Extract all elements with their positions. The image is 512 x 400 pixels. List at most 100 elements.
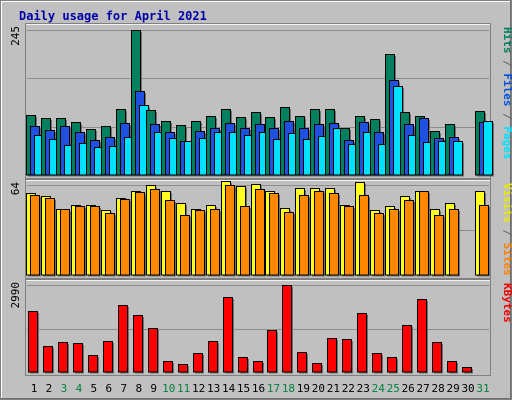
x-tick-label-8: 8 xyxy=(135,382,142,395)
panel-kbytes: 2990 KBytes xyxy=(9,279,512,376)
bar-sites-day-4 xyxy=(75,206,85,276)
bar-sites-day-16 xyxy=(255,189,265,276)
bar-kbytes-day-20 xyxy=(312,363,322,373)
panel-hits-max-label: 245 xyxy=(9,26,22,46)
x-tick-label-26: 26 xyxy=(402,382,415,395)
panel-border xyxy=(25,179,491,279)
x-tick-label-20: 20 xyxy=(312,382,325,395)
x-tick-label-16: 16 xyxy=(252,382,265,395)
panel-border xyxy=(25,23,491,179)
x-tick-label-5: 5 xyxy=(91,382,98,395)
bar-kbytes-day-12 xyxy=(193,353,203,373)
x-tick-label-14: 14 xyxy=(222,382,236,395)
bar-kbytes-day-6 xyxy=(103,341,113,373)
bar-kbytes-day-30 xyxy=(462,367,472,373)
bar-sites-day-31 xyxy=(479,205,489,276)
x-tick-label-15: 15 xyxy=(237,382,250,395)
bar-sites-day-12 xyxy=(195,210,205,276)
x-tick-label-30: 30 xyxy=(461,382,474,395)
x-tick-label-11: 11 xyxy=(177,382,190,395)
bar-sites-day-11 xyxy=(180,215,190,276)
bar-sites-day-18 xyxy=(284,212,294,276)
bar-kbytes-day-7 xyxy=(118,305,128,373)
bar-kbytes-day-13 xyxy=(208,341,218,373)
bar-kbytes-day-19 xyxy=(297,352,307,373)
x-tick-label-28: 28 xyxy=(432,382,445,395)
x-tick-label-29: 29 xyxy=(446,382,459,395)
x-tick-label-22: 22 xyxy=(342,382,355,395)
legend-part: / xyxy=(501,107,512,127)
bar-sites-day-7 xyxy=(120,199,130,276)
bar-kbytes-day-18 xyxy=(282,285,292,373)
bar-kbytes-day-4 xyxy=(73,343,83,373)
bar-kbytes-day-21 xyxy=(327,338,337,373)
bar-kbytes-day-27 xyxy=(417,299,427,373)
bar-sites-day-23 xyxy=(359,195,369,276)
bar-sites-day-28 xyxy=(434,215,444,276)
bar-kbytes-day-28 xyxy=(432,342,442,373)
bar-sites-day-29 xyxy=(449,209,459,276)
x-axis-labels: 1 2 3 4 5 6 7 8 9 10 11 12 13 14 15 16 17 18 19 20 21 22 23 24 2… xyxy=(31,382,490,395)
x-tick-label-19: 19 xyxy=(297,382,310,395)
bar-kbytes-day-11 xyxy=(178,364,188,373)
bar-sites-day-8 xyxy=(135,192,145,276)
bar-kbytes-day-23 xyxy=(357,313,367,373)
bar-pages-day-29 xyxy=(453,141,463,176)
bar-sites-day-14 xyxy=(225,185,235,276)
x-tick-label-17: 17 xyxy=(267,382,280,395)
bar-sites-day-1 xyxy=(30,195,40,276)
bar-kbytes-day-9 xyxy=(148,328,158,373)
panel-visits-legend: Visits / Sites xyxy=(501,183,512,276)
bar-kbytes-day-10 xyxy=(163,361,173,373)
bar-kbytes-day-25 xyxy=(387,357,397,373)
x-tick-label-13: 13 xyxy=(207,382,220,395)
chart-panels: 245 Hits / Files / Pages 64 Visits / Sites 2… xyxy=(9,23,512,376)
bar-sites-day-21 xyxy=(329,193,339,276)
bar-sites-day-20 xyxy=(314,191,324,276)
x-tick-label-31: 31 xyxy=(476,382,489,395)
x-tick-label-12: 12 xyxy=(192,382,205,395)
bar-kbytes-day-5 xyxy=(88,355,98,373)
bar-sites-day-2 xyxy=(45,198,55,276)
panel-hits: 245 Hits / Files / Pages xyxy=(9,23,512,179)
x-tick-label-4: 4 xyxy=(76,382,83,395)
x-tick-label-21: 21 xyxy=(327,382,340,395)
legend-part: KBytes xyxy=(501,283,512,323)
bar-sites-day-13 xyxy=(210,209,220,276)
panel-visits-max-label: 64 xyxy=(9,182,22,196)
panel-hits-legend: Hits / Files / Pages xyxy=(501,27,512,160)
bar-kbytes-day-15 xyxy=(238,357,248,373)
x-tick-label-2: 2 xyxy=(46,382,53,395)
x-tick-label-23: 23 xyxy=(357,382,370,395)
legend-part: / xyxy=(501,54,512,74)
bar-kbytes-day-8 xyxy=(133,315,143,373)
bar-kbytes-day-16 xyxy=(253,361,263,373)
bar-kbytes-day-2 xyxy=(43,346,53,373)
legend-part: Hits xyxy=(501,27,512,54)
legend-part: Pages xyxy=(501,126,512,159)
bar-sites-day-5 xyxy=(90,206,100,276)
bar-sites-day-26 xyxy=(404,200,414,276)
x-tick-label-3: 3 xyxy=(61,382,68,395)
bar-sites-day-19 xyxy=(299,195,309,276)
bar-kbytes-day-3 xyxy=(58,342,68,373)
x-tick-label-25: 25 xyxy=(387,382,400,395)
x-tick-label-18: 18 xyxy=(282,382,295,395)
x-tick-label-27: 27 xyxy=(417,382,430,395)
bar-sites-day-22 xyxy=(344,206,354,276)
bar-sites-day-15 xyxy=(240,206,250,276)
x-tick-label-6: 6 xyxy=(106,382,113,395)
bar-kbytes-day-17 xyxy=(267,330,277,373)
legend-part: Files xyxy=(501,73,512,106)
bar-sites-day-27 xyxy=(419,191,429,276)
x-tick-label-10: 10 xyxy=(162,382,175,395)
chart-title: Daily usage for April 2021 xyxy=(19,9,207,23)
bar-sites-day-24 xyxy=(374,213,384,276)
legend-part: Visits xyxy=(501,183,512,223)
panel-border xyxy=(25,279,491,376)
bar-sites-day-6 xyxy=(105,213,115,276)
bar-pages-day-31 xyxy=(483,121,493,176)
panel-kbytes-max-label: 2990 xyxy=(9,282,22,309)
panel-visits: 64 Visits / Sites xyxy=(9,179,512,279)
